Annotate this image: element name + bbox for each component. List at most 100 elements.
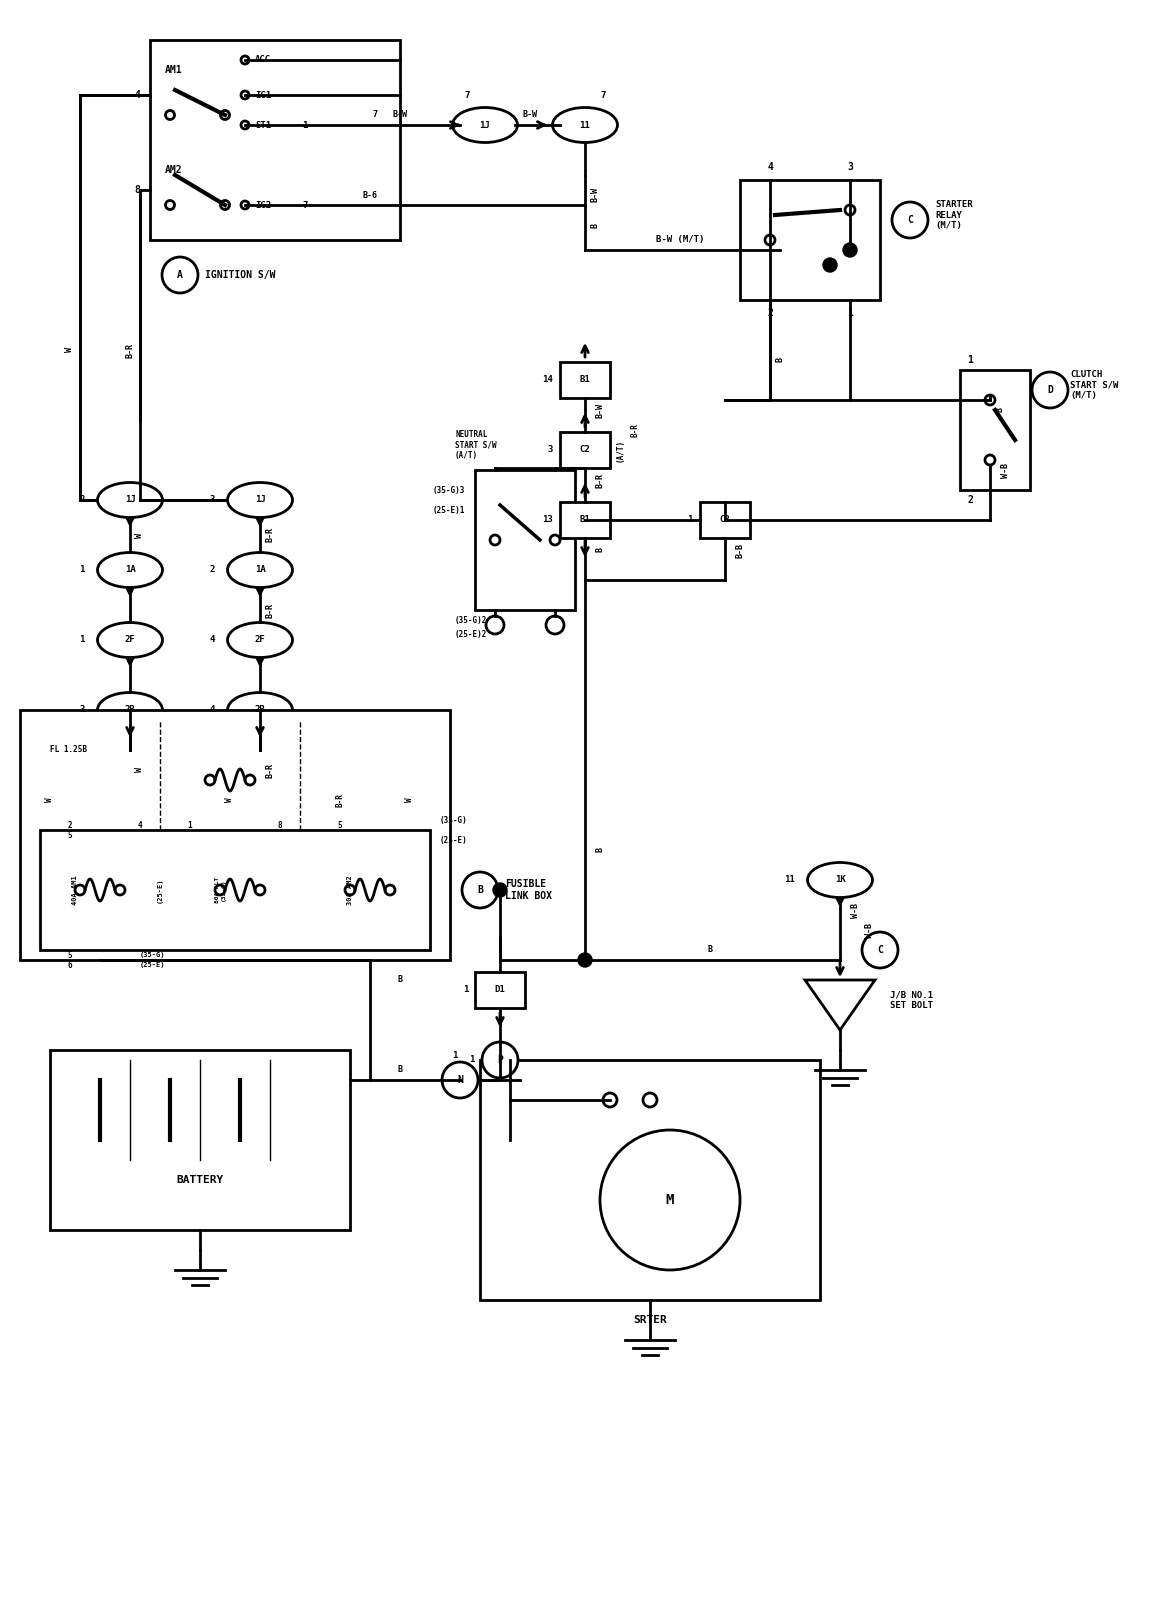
Circle shape [494, 883, 506, 898]
Text: 7: 7 [302, 200, 308, 210]
Ellipse shape [98, 483, 162, 517]
Text: 5: 5 [337, 821, 342, 829]
Text: IG2: IG2 [255, 200, 271, 210]
Text: 4: 4 [137, 821, 142, 829]
Text: FL 1.25B: FL 1.25B [51, 746, 87, 755]
Text: BATTERY: BATTERY [176, 1174, 223, 1186]
Text: AM2: AM2 [165, 165, 182, 174]
Text: W-B: W-B [851, 902, 859, 917]
Text: W: W [405, 798, 415, 802]
Text: 1: 1 [687, 515, 693, 525]
Text: (25-E): (25-E) [140, 962, 166, 968]
Text: 5: 5 [68, 830, 73, 840]
Text: 11: 11 [579, 120, 590, 130]
Circle shape [162, 258, 199, 293]
Text: 1: 1 [470, 1056, 475, 1064]
Circle shape [204, 774, 215, 786]
Circle shape [862, 931, 898, 968]
Text: B: B [596, 848, 604, 853]
Text: 2: 2 [967, 494, 973, 506]
Text: 40A AM1: 40A AM1 [72, 875, 78, 906]
Bar [475, 971, 525, 1008]
Circle shape [550, 534, 560, 546]
Text: B-W: B-W [591, 187, 599, 203]
Bar [20, 710, 450, 960]
Circle shape [115, 885, 125, 894]
Circle shape [241, 91, 249, 99]
Circle shape [603, 1093, 617, 1107]
Text: 2B: 2B [255, 706, 266, 715]
Text: ACC: ACC [255, 56, 271, 64]
Text: FUSIBLE
LINK BOX: FUSIBLE LINK BOX [505, 880, 552, 901]
Text: 1J: 1J [125, 496, 135, 504]
Text: W-B: W-B [866, 923, 874, 938]
Text: 2F: 2F [125, 635, 135, 645]
Text: 2: 2 [68, 821, 73, 829]
Text: B-B: B-B [736, 542, 745, 557]
Ellipse shape [98, 622, 162, 658]
Text: (25-E): (25-E) [439, 835, 468, 845]
Circle shape [241, 122, 249, 130]
Circle shape [892, 202, 928, 238]
Bar [700, 502, 750, 538]
Text: 4: 4 [767, 162, 773, 171]
Bar [560, 502, 610, 538]
Circle shape [643, 1093, 657, 1107]
Text: 5: 5 [68, 950, 73, 960]
Ellipse shape [228, 693, 293, 728]
Text: W: W [226, 798, 235, 802]
Text: SRTER: SRTER [633, 1315, 667, 1325]
Text: W: W [66, 347, 74, 352]
Text: W-B: W-B [1000, 462, 1009, 477]
Text: 1: 1 [80, 635, 85, 645]
Text: B: B [596, 547, 604, 552]
Text: J/B NO.1
SET BOLT: J/B NO.1 SET BOLT [889, 990, 933, 1010]
Text: W: W [135, 768, 145, 773]
Circle shape [765, 235, 776, 245]
Text: C: C [907, 214, 913, 226]
Text: B: B [397, 1066, 403, 1074]
Text: (35-G): (35-G) [140, 952, 166, 958]
Text: 1: 1 [463, 986, 468, 995]
Text: 3: 3 [80, 706, 85, 715]
Text: 1: 1 [452, 1051, 458, 1059]
Bar [560, 432, 610, 467]
Circle shape [385, 885, 395, 894]
Text: B-W (M/T): B-W (M/T) [656, 235, 704, 243]
Text: P: P [497, 1054, 503, 1066]
Circle shape [842, 243, 857, 258]
Text: C: C [877, 946, 882, 955]
Text: B-6: B-6 [363, 190, 377, 200]
Circle shape [482, 1042, 518, 1078]
Text: 3: 3 [209, 496, 215, 504]
Circle shape [578, 954, 592, 966]
Bar [40, 830, 430, 950]
Circle shape [462, 872, 498, 909]
Text: 1K: 1K [834, 875, 845, 885]
Circle shape [773, 243, 787, 258]
Circle shape [490, 534, 501, 546]
Text: 2: 2 [767, 307, 773, 318]
Circle shape [75, 885, 85, 894]
Text: (25-E): (25-E) [157, 877, 163, 902]
Text: B1: B1 [579, 515, 590, 525]
Text: 2B: 2B [125, 706, 135, 715]
Text: 1: 1 [80, 565, 85, 574]
Text: W: W [46, 798, 54, 802]
Text: 1: 1 [967, 355, 973, 365]
Text: (35-G)2: (35-G)2 [455, 616, 488, 624]
Ellipse shape [98, 693, 162, 728]
Text: (25-E)2: (25-E)2 [455, 630, 488, 640]
Text: B-W: B-W [392, 110, 408, 118]
Text: IG1: IG1 [255, 91, 271, 99]
Text: 3: 3 [847, 162, 853, 171]
Text: B-R: B-R [266, 763, 275, 778]
Text: CLUTCH
START S/W
(M/T): CLUTCH START S/W (M/T) [1070, 370, 1119, 400]
Text: W: W [135, 533, 145, 538]
Bar [740, 179, 880, 301]
Circle shape [246, 774, 255, 786]
Text: 14: 14 [542, 376, 553, 384]
Text: 6: 6 [68, 960, 73, 970]
Bar [51, 1050, 350, 1230]
Text: 2: 2 [209, 565, 215, 574]
